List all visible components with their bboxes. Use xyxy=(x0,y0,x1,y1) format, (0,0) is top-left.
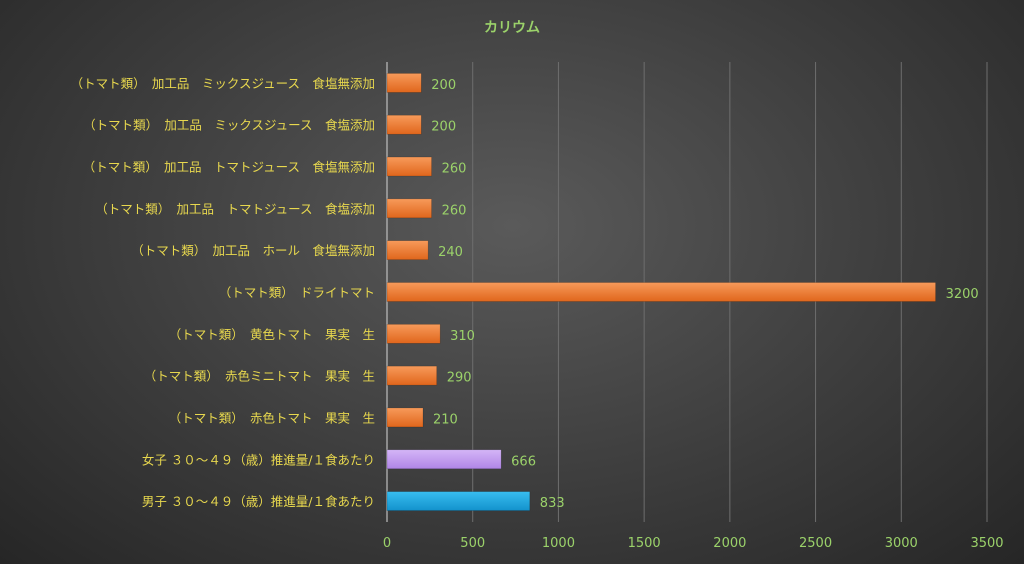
bars xyxy=(386,73,936,511)
category-label: （トマト類） 加工品 ミックスジュース 食塩無添加 xyxy=(71,76,375,91)
data-label: 833 xyxy=(540,496,565,511)
bar xyxy=(386,449,502,470)
bar xyxy=(386,282,936,302)
data-label: 310 xyxy=(450,329,475,344)
data-label: 290 xyxy=(447,371,472,386)
bar xyxy=(386,407,424,428)
category-label: 男子 ３０～４９（歳）推進量/１食あたり xyxy=(142,494,375,509)
labels: 0 500 1000 1500 2000 2500 3000 3500 （トマト類） 加工品 ミ… xyxy=(71,76,1004,551)
bar xyxy=(386,73,422,93)
bar xyxy=(386,240,429,260)
category-label: （トマト類） 加工品 トマトジュース 食塩無添加 xyxy=(83,160,375,175)
chart-title: カリウム xyxy=(484,20,540,36)
bar xyxy=(386,365,438,386)
data-label: 210 xyxy=(433,412,458,427)
category-label: （トマト類） 加工品 トマトジュース 食塩添加 xyxy=(95,201,375,216)
category-label: （トマト類） 加工品 ミックスジュース 食塩添加 xyxy=(83,118,375,133)
category-label: 女子 ３０～４９（歳）推進量/１食あたり xyxy=(142,452,375,467)
x-tick-label: 0 xyxy=(383,536,391,551)
category-label: （トマト類） 黄色トマト 果実 生 xyxy=(169,327,375,342)
data-label: 260 xyxy=(442,203,467,218)
data-label: 3200 xyxy=(946,287,979,302)
category-label: （トマト類） ドライトマト xyxy=(219,285,375,300)
data-label: 240 xyxy=(438,245,463,260)
x-tick-label: 500 xyxy=(460,536,485,551)
bar xyxy=(386,491,531,511)
x-tick-label: 2000 xyxy=(713,536,746,551)
bar xyxy=(386,114,422,135)
x-tick-label: 2500 xyxy=(799,536,832,551)
x-tick-label: 1000 xyxy=(542,536,575,551)
category-label: （トマト類） 赤色ミニトマト 果実 生 xyxy=(144,369,375,384)
data-label: 260 xyxy=(442,162,467,177)
data-label: 666 xyxy=(511,454,536,469)
x-tick-label: 1500 xyxy=(628,536,661,551)
bar xyxy=(386,198,432,219)
bar xyxy=(386,324,441,344)
x-tick-label: 3000 xyxy=(885,536,918,551)
category-label: （トマト類） 加工品 ホール 食塩無添加 xyxy=(131,243,375,258)
data-label: 200 xyxy=(431,120,456,135)
data-label: 200 xyxy=(431,78,456,93)
bar xyxy=(386,156,432,177)
category-label: （トマト類） 赤色トマト 果実 生 xyxy=(169,410,375,425)
x-tick-label: 3500 xyxy=(970,536,1003,551)
